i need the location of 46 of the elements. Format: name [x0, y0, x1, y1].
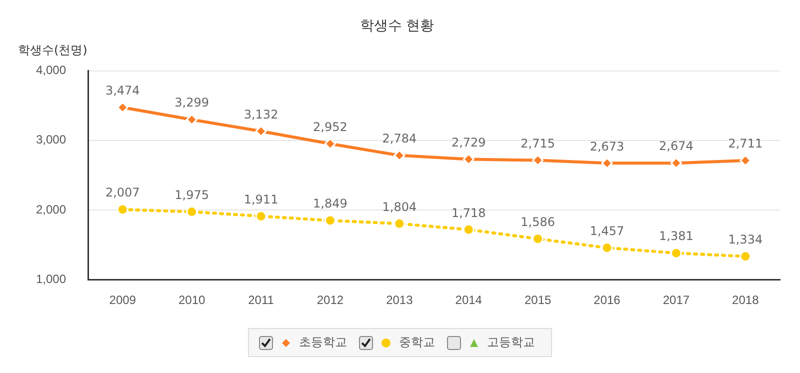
x-tick-label: 2014	[455, 293, 482, 308]
data-label: 2,673	[590, 139, 624, 154]
data-label: 1,975	[174, 188, 210, 202]
x-tick-label: 2010	[178, 293, 206, 308]
point	[324, 214, 336, 226]
legend-label: 중학교	[399, 334, 435, 351]
data-label: 1,586	[520, 214, 555, 229]
y-tick-label: 1,000	[36, 272, 66, 286]
x-tick-label: 2012	[316, 293, 344, 308]
data-label: 2,711	[728, 136, 763, 151]
data-label: 2,952	[313, 120, 348, 134]
data-label: 1,457	[590, 224, 624, 238]
point	[740, 250, 752, 262]
point	[532, 233, 544, 245]
data-label: 1,381	[659, 229, 694, 244]
x-tick-label: 2017	[662, 293, 690, 308]
data-label: 1,849	[313, 196, 348, 211]
point	[462, 224, 474, 236]
legend-label: 초등학교	[299, 334, 347, 351]
data-label: 1,334	[728, 232, 763, 246]
legend-label: 고등학교	[487, 334, 535, 351]
data-label: 3,132	[244, 107, 278, 122]
data-label: 2,674	[659, 139, 694, 154]
x-tick-label: 2009	[109, 293, 136, 308]
data-label: 3,299	[174, 96, 210, 110]
data-label: 1,911	[244, 192, 278, 206]
x-tick-label: 2011	[248, 293, 274, 308]
data-label: 1,718	[451, 206, 486, 220]
y-tick-label: 2,000	[36, 202, 66, 216]
y-axis-title: 학생수(천명)	[18, 42, 88, 57]
point	[670, 247, 682, 259]
data-label: 1,804	[382, 200, 417, 214]
point	[394, 218, 406, 230]
x-tick-label: 2013	[386, 293, 414, 308]
data-label: 2,729	[451, 135, 486, 150]
x-tick-label: 2018	[732, 293, 760, 308]
chart-title: 학생수 현황	[360, 18, 434, 34]
data-label: 3,474	[105, 84, 140, 98]
data-label: 2,715	[520, 136, 555, 150]
point	[116, 204, 128, 216]
x-tick-label: 2016	[594, 293, 621, 308]
data-label: 2,007	[105, 186, 140, 200]
y-tick-label: 3,000	[36, 132, 66, 147]
data-label: 2,784	[382, 132, 417, 146]
y-tick-label: 4,000	[36, 63, 66, 78]
x-tick-label: 2015	[524, 293, 552, 308]
